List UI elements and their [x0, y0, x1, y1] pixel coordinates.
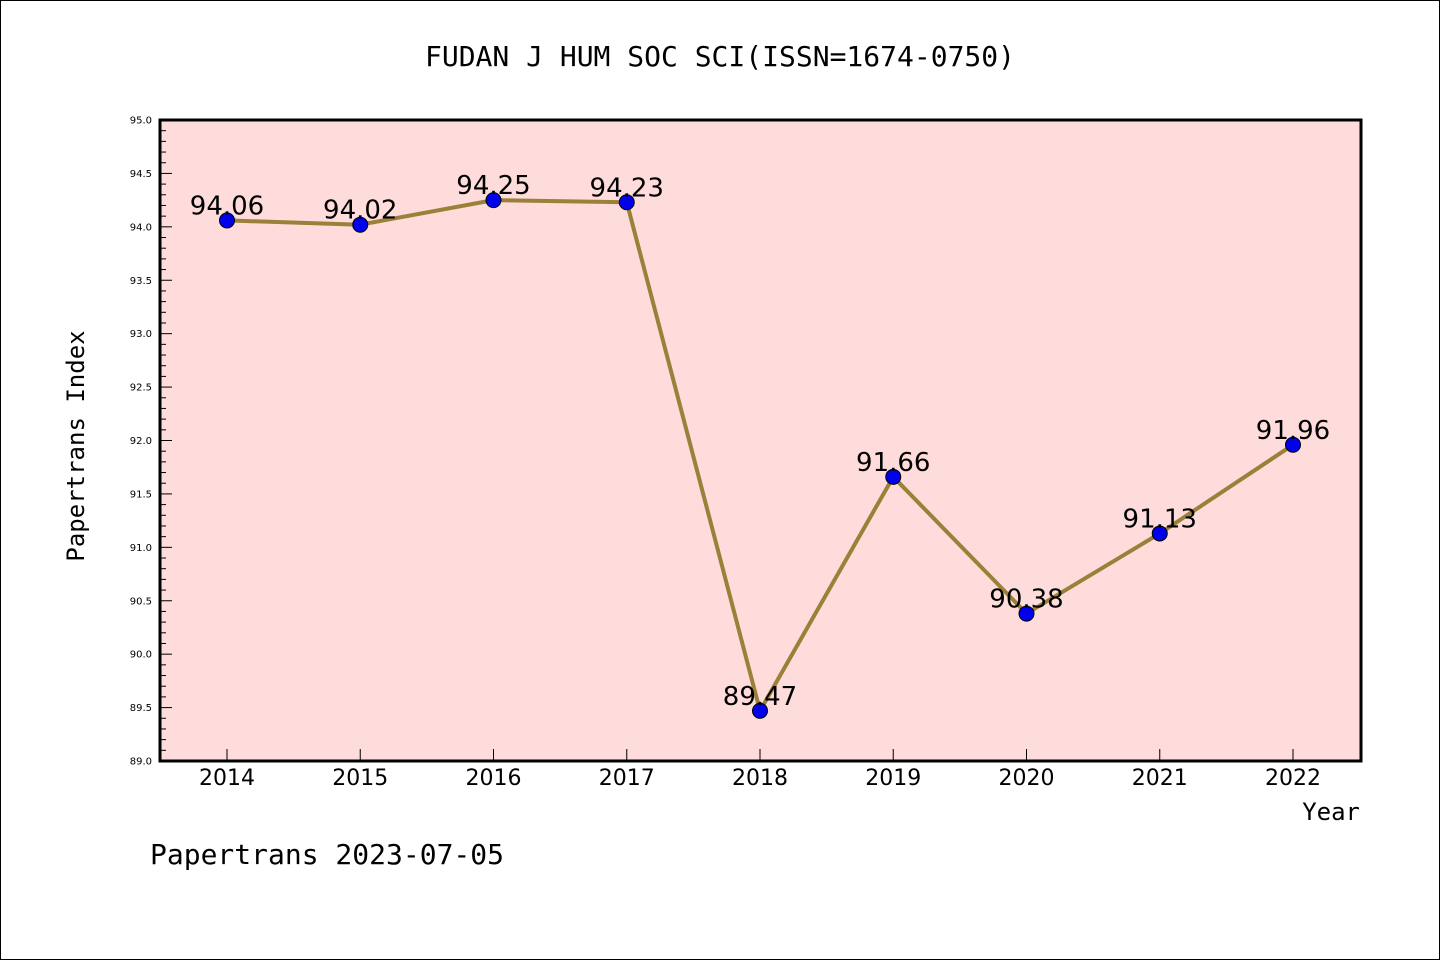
- y-tick-label: 93.5: [130, 276, 152, 287]
- data-point: [1018, 605, 1035, 622]
- x-tick-label: 2014: [199, 766, 255, 791]
- data-label: 94.06: [190, 191, 264, 221]
- y-tick-label: 92.0: [130, 436, 152, 447]
- x-tick-label: 2015: [332, 766, 388, 791]
- x-tick-label: 2021: [1132, 766, 1188, 791]
- y-tick-label: 89.0: [130, 757, 152, 768]
- data-point: [1151, 525, 1168, 542]
- footer-date: Papertrans 2023-07-05: [150, 838, 504, 871]
- data-label: 94.25: [456, 171, 530, 201]
- data-point: [885, 468, 902, 485]
- series-layer: [219, 192, 1301, 719]
- x-tick-label: 2018: [732, 766, 788, 791]
- data-point: [618, 194, 635, 211]
- y-tick-label: 92.5: [130, 383, 152, 394]
- x-axis-title: Year: [1302, 798, 1360, 826]
- y-tick-label: 94.0: [130, 222, 152, 233]
- data-point: [752, 702, 768, 719]
- data-label: 91.66: [856, 448, 930, 478]
- y-tick-label: 89.5: [130, 703, 152, 714]
- x-tick-label: 2020: [999, 766, 1055, 791]
- x-tick-label: 2022: [1265, 766, 1321, 791]
- x-tick-label: 2016: [466, 766, 522, 791]
- y-tick-label: 94.5: [130, 169, 152, 180]
- data-label: 94.02: [323, 196, 397, 226]
- x-tick-label: 2017: [599, 766, 655, 791]
- data-label: 91.13: [1123, 504, 1197, 534]
- y-tick-label: 93.0: [130, 329, 152, 340]
- y-axis-title: Papertrans Index: [62, 330, 90, 561]
- x-tick-label: 2019: [865, 766, 921, 791]
- data-point: [485, 192, 502, 209]
- y-tick-label: 95.0: [130, 116, 152, 127]
- data-label: 94.23: [590, 173, 664, 203]
- data-point: [352, 216, 369, 233]
- y-tick-label: 91.0: [130, 543, 152, 554]
- x-axis-ticks: 2014 2015 2016 2017 2018 2019 2020 2021 2022: [199, 749, 1321, 791]
- y-tick-label: 91.5: [130, 489, 152, 500]
- data-label: 91.96: [1256, 416, 1330, 446]
- data-label: 90.38: [989, 585, 1063, 615]
- data-point: [1285, 436, 1301, 453]
- plot-border: [158, 118, 1363, 763]
- data-point: [219, 212, 235, 229]
- data-label: 89.47: [723, 682, 797, 712]
- y-tick-label: 90.0: [130, 650, 152, 661]
- data-labels: 94.06 94.02 94.25 94.23 89.47 91.66 90.38 91.13…: [190, 171, 1330, 712]
- chart-title: FUDAN J HUM SOC SCI(ISSN=1674-0750): [425, 40, 1015, 73]
- y-axis-ticks: 89.0 89.5 90.0 90.5 91.0 91.5 92.0 92.5 93.0 93.5…: [130, 116, 172, 768]
- y-tick-label: 90.5: [130, 596, 152, 607]
